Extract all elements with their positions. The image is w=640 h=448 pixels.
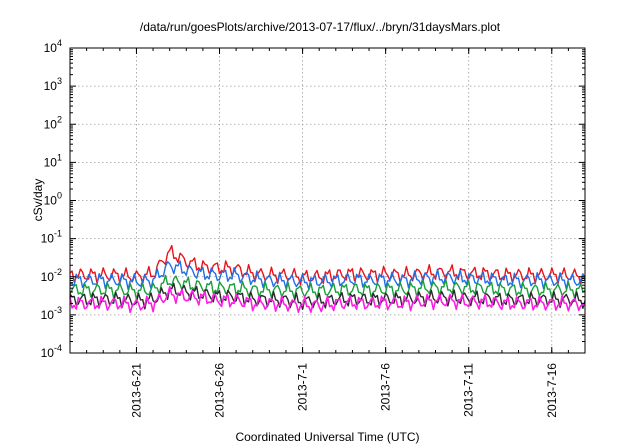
y-tick-label-base: 10	[41, 232, 55, 246]
y-tick-label-exponent: -1	[54, 229, 62, 239]
tick-marks: 10-410-310-210-11001011021031042013-6-21…	[41, 38, 586, 418]
x-axis-label: Coordinated Universal Time (UTC)	[235, 430, 420, 444]
grid-lines	[70, 48, 585, 353]
x-tick-label: 2013-7-6	[379, 363, 393, 411]
y-tick-label-exponent: -4	[54, 343, 62, 353]
y-tick-label-exponent: 0	[57, 191, 62, 201]
y-tick-label: 10-4	[41, 343, 62, 360]
x-tick-label: 2013-7-11	[462, 363, 476, 417]
chart-title: /data/run/goesPlots/archive/2013-07-17/f…	[139, 20, 501, 34]
y-tick-label-base: 10	[44, 79, 58, 93]
y-tick-label: 102	[44, 114, 62, 131]
y-tick-label: 100	[44, 191, 62, 208]
series-group	[69, 244, 586, 314]
x-tick-label: 2013-6-26	[213, 363, 227, 418]
plot-frame	[69, 47, 586, 354]
y-tick-label: 104	[44, 38, 62, 55]
y-tick-label-base: 10	[41, 270, 55, 284]
y-tick-label: 101	[44, 152, 62, 169]
y-tick-label-exponent: -2	[54, 267, 62, 277]
x-tick-label: 2013-7-16	[545, 363, 559, 418]
y-tick-label-base: 10	[41, 346, 55, 360]
series-line-2	[69, 260, 586, 290]
y-tick-label-base: 10	[44, 41, 58, 55]
x-tick-label: 2013-7-1	[296, 363, 310, 411]
y-tick-label: 10-1	[41, 229, 62, 246]
y-tick-label-base: 10	[41, 308, 55, 322]
y-tick-label: 103	[44, 76, 62, 93]
y-tick-label: 10-2	[41, 267, 62, 284]
y-tick-label: 10-3	[41, 305, 62, 322]
y-tick-label-exponent: 1	[57, 152, 62, 162]
y-tick-label-base: 10	[44, 155, 58, 169]
y-tick-label-base: 10	[44, 194, 58, 208]
y-tick-label-base: 10	[44, 117, 58, 131]
y-tick-label-exponent: 2	[57, 114, 62, 124]
series-line-3	[69, 274, 586, 301]
series-line-5	[69, 286, 586, 314]
y-tick-label-exponent: 3	[57, 76, 62, 86]
y-tick-label-exponent: 4	[57, 38, 62, 48]
x-tick-label: 2013-6-21	[129, 363, 143, 418]
y-tick-label-exponent: -3	[54, 305, 62, 315]
